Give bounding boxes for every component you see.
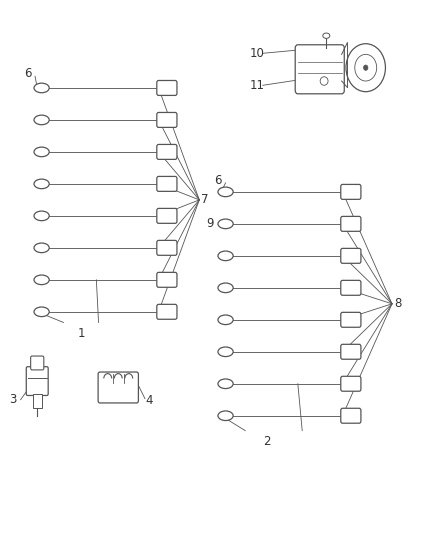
Ellipse shape bbox=[34, 275, 49, 285]
Ellipse shape bbox=[34, 179, 49, 189]
FancyBboxPatch shape bbox=[341, 216, 361, 231]
Ellipse shape bbox=[355, 54, 377, 81]
Text: 6: 6 bbox=[24, 67, 32, 80]
Ellipse shape bbox=[34, 147, 49, 157]
FancyBboxPatch shape bbox=[157, 144, 177, 159]
Ellipse shape bbox=[218, 251, 233, 261]
FancyBboxPatch shape bbox=[341, 312, 361, 327]
Text: 6: 6 bbox=[215, 174, 222, 187]
Text: 2: 2 bbox=[263, 435, 271, 448]
Ellipse shape bbox=[218, 411, 233, 421]
Ellipse shape bbox=[346, 44, 385, 92]
Text: 8: 8 bbox=[394, 297, 401, 310]
FancyBboxPatch shape bbox=[157, 240, 177, 255]
Ellipse shape bbox=[34, 211, 49, 221]
Ellipse shape bbox=[218, 315, 233, 325]
Ellipse shape bbox=[218, 219, 233, 229]
FancyBboxPatch shape bbox=[157, 272, 177, 287]
FancyBboxPatch shape bbox=[341, 376, 361, 391]
FancyBboxPatch shape bbox=[341, 248, 361, 263]
FancyBboxPatch shape bbox=[295, 45, 344, 94]
Text: 11: 11 bbox=[250, 79, 265, 92]
Ellipse shape bbox=[323, 33, 330, 38]
FancyBboxPatch shape bbox=[341, 408, 361, 423]
FancyBboxPatch shape bbox=[157, 80, 177, 95]
Text: 7: 7 bbox=[201, 193, 209, 206]
FancyBboxPatch shape bbox=[98, 372, 138, 403]
FancyBboxPatch shape bbox=[341, 280, 361, 295]
Text: 3: 3 bbox=[9, 393, 16, 406]
FancyBboxPatch shape bbox=[31, 356, 44, 370]
FancyBboxPatch shape bbox=[157, 304, 177, 319]
FancyBboxPatch shape bbox=[157, 112, 177, 127]
FancyBboxPatch shape bbox=[26, 367, 48, 395]
Text: 9: 9 bbox=[206, 217, 213, 230]
Ellipse shape bbox=[34, 307, 49, 317]
Text: 1: 1 bbox=[77, 327, 85, 340]
FancyBboxPatch shape bbox=[157, 176, 177, 191]
Ellipse shape bbox=[218, 379, 233, 389]
Ellipse shape bbox=[218, 347, 233, 357]
FancyBboxPatch shape bbox=[341, 344, 361, 359]
Text: 4: 4 bbox=[146, 394, 153, 407]
Bar bbox=[33, 394, 42, 408]
FancyBboxPatch shape bbox=[341, 184, 361, 199]
Text: 10: 10 bbox=[250, 47, 265, 60]
FancyBboxPatch shape bbox=[157, 208, 177, 223]
Ellipse shape bbox=[34, 115, 49, 125]
Ellipse shape bbox=[34, 243, 49, 253]
Ellipse shape bbox=[218, 283, 233, 293]
Ellipse shape bbox=[364, 65, 368, 70]
Ellipse shape bbox=[34, 83, 49, 93]
Ellipse shape bbox=[320, 77, 328, 85]
Ellipse shape bbox=[218, 187, 233, 197]
